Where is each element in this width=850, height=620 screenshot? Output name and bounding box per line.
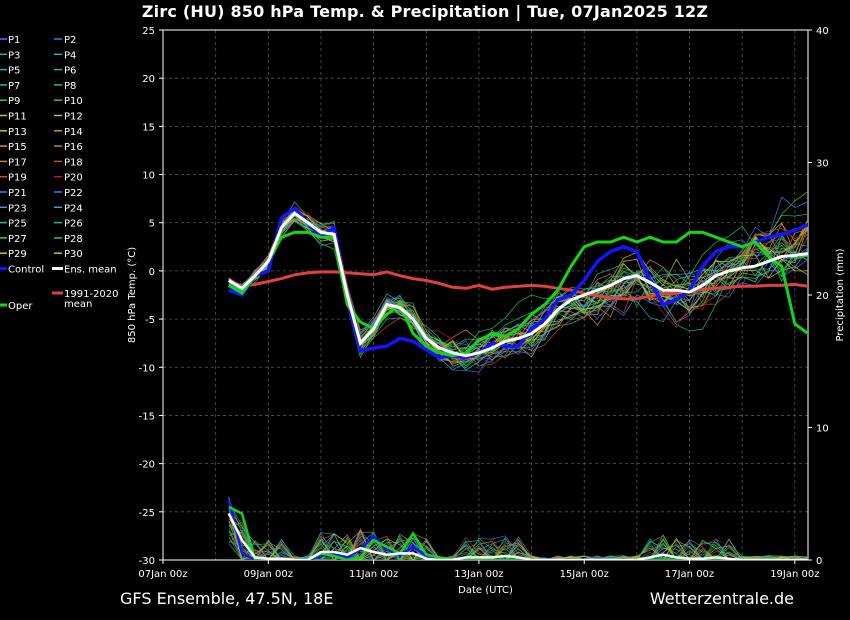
member-precip-P8: [228, 537, 808, 560]
legend-label-P12: P12: [64, 112, 83, 123]
legend-label-P7: P7: [8, 81, 20, 92]
y-tick-label: -20: [139, 460, 155, 471]
legend-label-P25: P25: [8, 219, 27, 230]
chart-title: Zirc (HU) 850 hPa Temp. & Precipitation …: [141, 2, 709, 21]
y-tick-label: -5: [145, 315, 155, 326]
member-precip-P24: [228, 496, 808, 560]
x-tick-label: 17Jan 00z: [665, 569, 714, 580]
y2-tick-label: 20: [816, 291, 829, 302]
y2-axis-label: Precipitation (mm): [835, 248, 846, 341]
legend-label-P22: P22: [64, 188, 83, 199]
x-tick-label: 19Jan 00z: [770, 569, 819, 580]
legend: [0, 38, 63, 307]
y2-tick-label: 40: [816, 26, 829, 37]
y2-tick-label: 10: [816, 424, 829, 435]
control-precip-line: [227, 500, 808, 560]
y-tick-label: -15: [139, 411, 155, 422]
legend-label-P1: P1: [8, 35, 20, 46]
legend-label-P9: P9: [8, 96, 20, 107]
oper-precip-line: [228, 505, 808, 560]
legend-label-P26: P26: [64, 219, 83, 230]
legend-label-P20: P20: [64, 173, 83, 184]
legend-label-P13: P13: [8, 127, 27, 138]
legend-label-P6: P6: [64, 66, 76, 77]
source-label: Wetterzentrale.de: [649, 589, 794, 608]
member-precip-P30: [228, 512, 808, 560]
climate-mean-line: [228, 270, 808, 301]
legend-label-P18: P18: [64, 157, 83, 168]
legend-label-oper: Oper: [8, 301, 33, 312]
legend-label-P15: P15: [8, 142, 27, 153]
legend-label-ens-mean: Ens. mean: [64, 265, 117, 276]
y-axis-label: 850 hPa Temp. (°C): [127, 247, 138, 343]
y-tick-label: -30: [139, 556, 155, 567]
member-precip-P11: [228, 520, 808, 560]
legend-label-P29: P29: [8, 249, 27, 260]
legend-label-climate-years: 1991-2020: [64, 289, 119, 300]
grid: [162, 29, 808, 561]
legend-label-control: Control: [8, 265, 44, 276]
legend-label-P10: P10: [64, 96, 83, 107]
x-tick-label: 15Jan 00z: [560, 569, 609, 580]
x-tick-label: 13Jan 00z: [454, 569, 503, 580]
legend-label-P17: P17: [8, 157, 27, 168]
ens-mean-precip-line: [227, 513, 808, 560]
y-tick-label: 0: [149, 267, 155, 278]
legend-label-P5: P5: [8, 66, 20, 77]
member-precip-P29: [228, 518, 808, 560]
legend-label-P28: P28: [64, 234, 83, 245]
y-tick-label: -25: [139, 508, 155, 519]
ens-mean-line: [228, 211, 808, 358]
legend-label-P8: P8: [64, 81, 76, 92]
model-location-label: GFS Ensemble, 47.5N, 18E: [120, 589, 334, 608]
member-precip-P15: [228, 497, 808, 560]
legend-label-P14: P14: [64, 127, 83, 138]
x-tick-label: 11Jan 00z: [349, 569, 398, 580]
main-series: [227, 205, 808, 560]
legend-label-P2: P2: [64, 35, 76, 46]
oper-line: [228, 230, 808, 358]
legend-label-climate-mean: mean: [64, 299, 92, 310]
member-precip-P5: [228, 504, 808, 560]
member-precip-P12: [228, 514, 808, 560]
legend-label-P30: P30: [64, 249, 83, 260]
legend-label-P16: P16: [64, 142, 83, 153]
y-tick-label: 5: [149, 219, 155, 230]
legend-label-P3: P3: [8, 50, 20, 61]
y2-tick-label: 0: [816, 556, 822, 567]
legend-label-P11: P11: [8, 112, 27, 123]
x-axis-label: Date (UTC): [458, 585, 513, 596]
legend-label-P21: P21: [8, 188, 27, 199]
y2-tick-label: 30: [816, 159, 829, 170]
y-tick-label: -10: [139, 363, 155, 374]
member-precip-P26: [228, 529, 808, 560]
legend-label-P19: P19: [8, 173, 27, 184]
legend-label-P27: P27: [8, 234, 27, 245]
legend-label-P4: P4: [64, 50, 76, 61]
y-tick-label: 20: [142, 74, 155, 85]
plot-frame: [162, 29, 809, 561]
member-precip-P9: [228, 531, 808, 560]
x-tick-label: 09Jan 00z: [244, 569, 293, 580]
member-precip-P6: [228, 498, 808, 560]
x-tick-label: 07Jan 00z: [138, 569, 187, 580]
y-tick-label: 25: [142, 26, 155, 37]
y-tick-label: 15: [142, 122, 155, 133]
y-tick-label: 10: [142, 171, 155, 182]
legend-label-P23: P23: [8, 203, 27, 214]
legend-label-P24: P24: [64, 203, 83, 214]
member-precip-P28: [228, 524, 808, 560]
